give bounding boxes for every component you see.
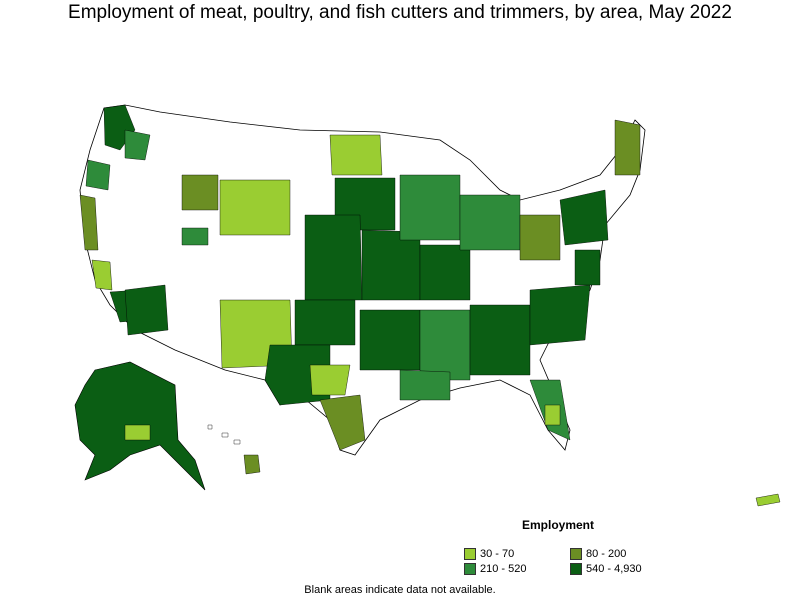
area-region: [294, 299, 356, 346]
area-region: [544, 404, 561, 426]
map-title: Employment of meat, poultry, and fish cu…: [68, 2, 732, 23]
legend-swatch: [464, 548, 476, 560]
area-region: [91, 259, 113, 291]
area-regions: [79, 104, 641, 451]
area-region: [399, 369, 451, 401]
area-region: [309, 364, 351, 396]
area-region: [219, 179, 291, 236]
area-region: [361, 229, 421, 301]
legend-label: 540 - 4,930: [586, 563, 642, 575]
legend-swatch: [570, 563, 582, 575]
area-region: [181, 174, 219, 211]
area-region: [469, 304, 531, 376]
legend-swatch: [464, 563, 476, 575]
legend-swatch: [570, 548, 582, 560]
alaska-region: [124, 424, 151, 441]
area-region: [574, 249, 601, 286]
area-region: [329, 134, 383, 176]
legend-item: 210 - 520: [464, 563, 526, 575]
area-region: [399, 174, 461, 241]
legend-item: 80 - 200: [570, 548, 626, 560]
legend-label: 30 - 70: [480, 548, 515, 560]
area-region: [124, 129, 151, 161]
area-region: [359, 309, 421, 371]
legend-item: 30 - 70: [464, 548, 514, 560]
data-note: Blank areas indicate data not available.: [304, 584, 496, 596]
area-region: [124, 284, 169, 336]
area-region: [519, 214, 561, 261]
legend-label: 80 - 200: [586, 548, 627, 560]
area-region: [419, 244, 471, 301]
area-region: [319, 394, 366, 451]
area-region: [79, 194, 99, 251]
area-region: [304, 214, 363, 301]
area-region: [459, 194, 521, 251]
puerto-rico: [755, 493, 781, 507]
area-region: [181, 227, 209, 246]
hawaii-islands: [207, 424, 261, 475]
area-region: [85, 159, 111, 191]
legend-title: Employment: [522, 518, 595, 532]
area-region: [559, 189, 609, 246]
legend-item: 540 - 4,930: [570, 563, 642, 575]
area-region: [419, 309, 471, 381]
legend-label: 210 - 520: [480, 563, 527, 575]
area-region: [529, 284, 591, 346]
area-region: [614, 119, 641, 176]
